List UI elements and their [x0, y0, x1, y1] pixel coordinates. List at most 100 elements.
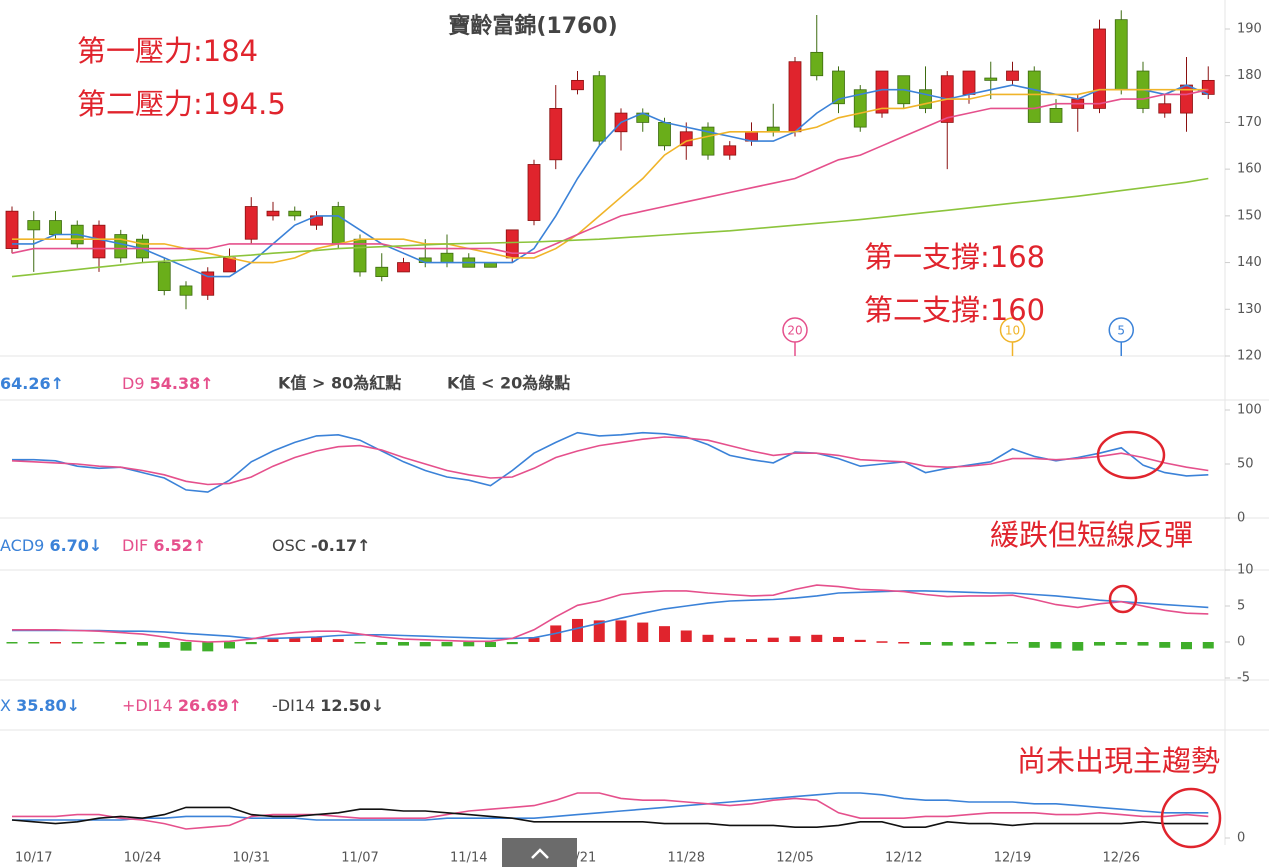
osc-bar [506, 642, 518, 645]
candle-body [658, 122, 671, 147]
legend-label: DIF [122, 536, 148, 555]
legend-value: 64.26↑ [0, 374, 64, 393]
highlight-circle [1096, 430, 1166, 480]
osc-bar [1181, 642, 1192, 650]
osc-bar [245, 642, 257, 645]
osc-bar [985, 642, 997, 645]
legend-value: 6.52↑ [153, 536, 206, 555]
y-tick-label: 0 [1237, 635, 1245, 650]
legend-entry: DIF 6.52↑ [122, 536, 206, 555]
legend-note: K值 > 80為紅點 [278, 374, 401, 393]
y-tick-label: 120 [1237, 349, 1262, 364]
legend-label: ACD9 [0, 536, 44, 555]
legend-note: K值 < 20為綠點 [447, 374, 570, 393]
legend-entry: ACD9 6.70↓ [0, 536, 102, 555]
scroll-tab[interactable] [502, 838, 577, 867]
highlight-circle [1160, 787, 1222, 849]
osc-bar [158, 642, 170, 648]
candle-body [571, 79, 584, 91]
candle-body [810, 51, 824, 77]
candle-body [440, 252, 454, 263]
x-tick-label: 10/17 [15, 851, 52, 866]
osc-bar [898, 642, 910, 644]
osc-bar [854, 639, 866, 642]
y-tick-label: 180 [1237, 68, 1262, 83]
line-series [12, 792, 1209, 821]
marker-label: 20 [787, 324, 802, 338]
line-series [11, 88, 1209, 254]
osc-bar [267, 639, 279, 642]
y-tick-label: 130 [1237, 302, 1262, 317]
x-tick-label: 12/26 [1103, 851, 1140, 866]
marker-label: 10 [1005, 324, 1020, 338]
candle-body [114, 234, 128, 259]
candle-body [92, 224, 106, 259]
x-tick-label: 10/31 [233, 851, 270, 866]
osc-bar [180, 642, 192, 651]
marks: 120 130 140 150 160 170 180 190 10/17 10/24 10/31 1… [0, 10, 1262, 866]
marker-label: 5 [1117, 324, 1125, 338]
chart-title: 寶齡富錦(1760) [448, 13, 617, 39]
legend-entry: 64.26↑ [0, 374, 64, 393]
osc-bar [615, 620, 627, 642]
candle-body [788, 61, 802, 133]
marker-bubble [782, 317, 808, 343]
legend-value: 35.80↓ [16, 696, 80, 715]
osc-bar [811, 634, 823, 642]
candle-body [592, 75, 606, 142]
osc-bar [920, 642, 931, 645]
y-tick-label: -5 [1237, 671, 1250, 686]
candle-body [157, 262, 171, 292]
legend-value: 26.69↑ [178, 696, 242, 715]
x-tick-label: 11/14 [450, 851, 487, 866]
osc-bar [93, 642, 105, 644]
osc-bar [354, 642, 366, 644]
osc-bar [1072, 642, 1084, 651]
y-tick-label: 10 [1237, 563, 1254, 578]
candle-body [875, 70, 889, 114]
line-series [12, 84, 1209, 278]
osc-bar [724, 637, 736, 642]
y-tick-label: 5 [1237, 599, 1245, 614]
osc-bar [485, 642, 496, 648]
candle-body [201, 271, 215, 296]
candle-body [179, 285, 193, 296]
osc-bar [71, 642, 83, 644]
legend-entry: OSC -0.17↑ [272, 536, 371, 555]
osc-bar [833, 636, 844, 642]
osc-bar [767, 637, 779, 642]
legend-label: +DI14 [122, 696, 173, 715]
y-tick-label: 190 [1237, 22, 1262, 37]
y-tick-label: 160 [1237, 162, 1262, 177]
line-series [12, 88, 1209, 264]
x-tick-label: 11/28 [668, 851, 705, 866]
legend-value: 6.70↓ [49, 536, 102, 555]
candle-body [27, 220, 41, 231]
candle-body [397, 262, 410, 273]
osc-bar [1094, 642, 1105, 646]
line-series [11, 436, 1209, 486]
line-series [12, 431, 1209, 493]
osc-bar [941, 642, 953, 646]
legend-entry: D9 54.38↑ [122, 374, 214, 393]
y-tick-label: 170 [1237, 115, 1262, 130]
candle-body [984, 77, 998, 81]
y-tick-label: 140 [1237, 255, 1262, 270]
highlight-circle [1108, 584, 1138, 614]
osc-bar [746, 639, 757, 642]
annotation: 第二支撐:160 [864, 293, 1045, 327]
osc-bar [1202, 642, 1214, 649]
candle-body [1049, 108, 1063, 123]
candle-body [288, 210, 302, 217]
annotation: 緩跌但短線反彈 [990, 518, 1193, 552]
osc-bar [1050, 642, 1062, 649]
osc-bar [1028, 642, 1040, 648]
legend-label: D9 [122, 374, 145, 393]
candle-body [832, 70, 845, 105]
osc-bar [593, 620, 605, 642]
osc-bar [528, 637, 540, 642]
osc-bar [876, 641, 888, 643]
osc-bar [1007, 642, 1018, 644]
osc-bar [332, 639, 344, 642]
candle-body [962, 70, 976, 95]
